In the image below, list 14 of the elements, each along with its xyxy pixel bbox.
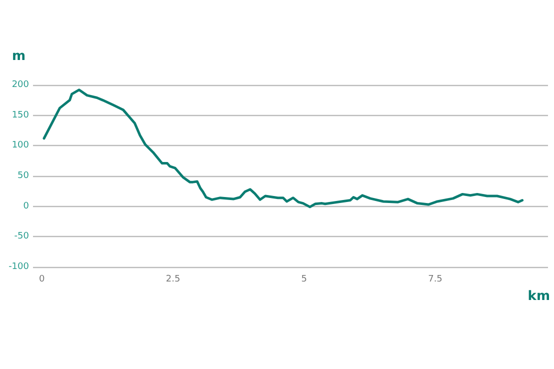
y-tick-label: 0: [23, 201, 30, 212]
x-tick-label: 0: [39, 274, 46, 284]
line-series: [42, 88, 524, 208]
y-axis-title: m: [12, 49, 26, 64]
y-tick-label: 200: [12, 80, 30, 90]
x-tick-label: 5: [301, 274, 308, 284]
y-tick-label: 100: [12, 140, 30, 151]
x-axis-title: km: [528, 289, 550, 304]
y-tick-label: 50: [18, 171, 30, 181]
x-tick-label: 7.5: [428, 274, 442, 284]
y-tick-label: -50: [14, 232, 30, 242]
x-tick-label: 2.5: [166, 274, 180, 284]
y-tick-label: 150: [12, 110, 30, 120]
y-tick-label: -100: [8, 262, 30, 272]
